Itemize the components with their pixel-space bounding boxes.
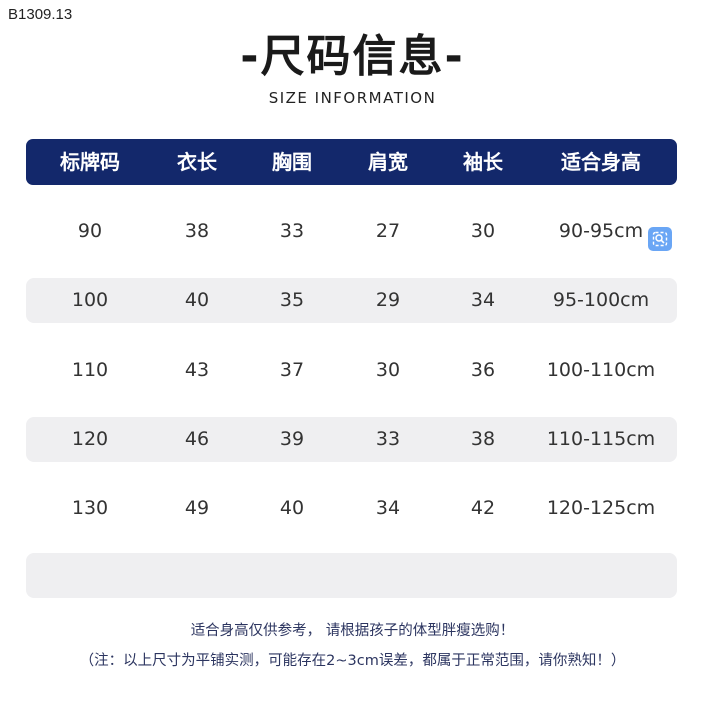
zoom-search-icon: [652, 231, 668, 247]
header-height: 适合身高: [561, 150, 641, 174]
cell-size-label: 120: [71, 428, 109, 450]
header-shoulder: 肩宽: [368, 150, 408, 174]
header-chest: 胸围: [272, 150, 312, 174]
header-size-label: 标牌码: [60, 150, 120, 174]
page-subtitle: SIZE INFORMATION: [268, 89, 437, 107]
cell-length: 46: [184, 428, 210, 450]
note-line-2: （注：以上尺寸为平铺实测，可能存在2~3cm误差，都属于正常范围，请你熟知！）: [79, 653, 626, 669]
table-header: 标牌码 衣长 胸围 肩宽 袖长 适合身高: [26, 139, 677, 185]
empty-row: [26, 553, 677, 598]
cell-shoulder: 27: [375, 220, 401, 242]
cell-size-label: 90: [77, 220, 103, 242]
table-row: 110 43 37 30 36 100-110cm: [26, 348, 677, 393]
cell-size-label: 110: [71, 359, 109, 381]
page-title: -尺码信息-: [240, 31, 465, 82]
zoom-search-button[interactable]: [648, 227, 672, 251]
cell-chest: 40: [279, 497, 305, 519]
cell-sleeve: 42: [470, 497, 496, 519]
cell-chest: 39: [279, 428, 305, 450]
table-row: 90 38 33 27 30 90-95cm: [26, 209, 677, 254]
cell-sleeve: 36: [470, 359, 496, 381]
cell-height: 90-95cm: [558, 220, 644, 242]
cell-sleeve: 34: [470, 289, 496, 311]
cell-length: 49: [184, 497, 210, 519]
cell-height: 100-110cm: [546, 359, 656, 381]
cell-size-label: 100: [71, 289, 109, 311]
cell-height: 120-125cm: [546, 497, 656, 519]
cell-chest: 37: [279, 359, 305, 381]
cell-shoulder: 34: [375, 497, 401, 519]
table-row: 130 49 40 34 42 120-125cm: [26, 486, 677, 531]
cell-size-label: 130: [71, 497, 109, 519]
cell-length: 43: [184, 359, 210, 381]
table-row: 100 40 35 29 34 95-100cm: [26, 278, 677, 323]
note-line-1: 适合身高仅供参考， 请根据孩子的体型胖瘦选购！: [190, 623, 515, 639]
cell-shoulder: 33: [375, 428, 401, 450]
cell-length: 40: [184, 289, 210, 311]
table-row: 120 46 39 33 38 110-115cm: [26, 417, 677, 462]
header-sleeve: 袖长: [463, 150, 503, 174]
cell-height: 110-115cm: [546, 428, 656, 450]
cell-chest: 35: [279, 289, 305, 311]
cell-shoulder: 30: [375, 359, 401, 381]
cell-sleeve: 30: [470, 220, 496, 242]
cell-sleeve: 38: [470, 428, 496, 450]
cell-length: 38: [184, 220, 210, 242]
header-length: 衣长: [177, 150, 217, 174]
cell-height: 95-100cm: [552, 289, 650, 311]
cell-chest: 33: [279, 220, 305, 242]
product-code: B1309.13: [8, 6, 73, 23]
cell-shoulder: 29: [375, 289, 401, 311]
